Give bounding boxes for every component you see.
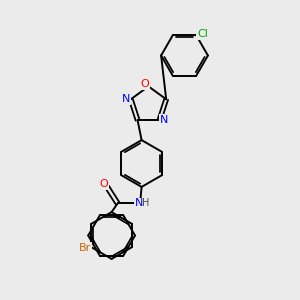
Text: H: H [142,198,149,208]
Text: N: N [160,115,168,125]
Text: O: O [100,179,109,189]
Text: Br: Br [79,243,91,253]
Text: O: O [140,79,149,89]
Text: N: N [134,198,143,208]
Text: N: N [122,94,130,104]
Text: Cl: Cl [197,29,208,39]
